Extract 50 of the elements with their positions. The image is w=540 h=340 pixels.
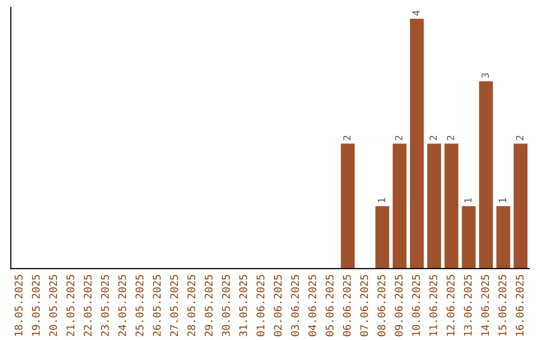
x-tick-label: 11.06.2025 — [429, 274, 438, 336]
x-tick-label: 26.05.2025 — [152, 274, 161, 336]
data-label: 2 — [516, 136, 524, 140]
data-label: 4 — [412, 10, 420, 16]
x-tick-label: 23.05.2025 — [101, 274, 109, 336]
x-tick-label: 08.06.2025 — [377, 274, 386, 336]
x-tick-label: 09.06.2025 — [394, 274, 403, 336]
bar — [375, 206, 390, 269]
x-tick-label: 31.05.2025 — [239, 274, 248, 336]
x-tick-label: 27.05.2025 — [170, 274, 178, 336]
x-tick-label: 22.05.2025 — [84, 274, 92, 336]
x-tick-label: 30.05.2025 — [222, 274, 230, 336]
x-tick-label: 24.05.2025 — [118, 274, 126, 336]
bar — [462, 206, 476, 269]
x-tick-label: 05.06.2025 — [326, 274, 334, 336]
bar — [410, 18, 424, 269]
x-tick-label: 20.05.2025 — [49, 274, 58, 336]
x-tick-label: 01.06.2025 — [256, 274, 264, 336]
data-label: 2 — [343, 136, 350, 140]
x-tick-label: 25.05.2025 — [136, 274, 144, 336]
data-label: 1 — [464, 198, 472, 202]
x-tick-label: 04.06.2025 — [308, 274, 316, 336]
x-tick-label: 21.05.2025 — [66, 274, 74, 336]
x-tick-label: 06.06.2025 — [342, 274, 351, 336]
bar — [340, 144, 355, 269]
x-tick-label: 13.06.2025 — [464, 274, 472, 336]
data-label: 2 — [395, 136, 402, 140]
bar — [479, 81, 493, 269]
bar — [444, 144, 458, 269]
x-tick-label: 16.06.2025 — [516, 274, 524, 336]
x-tick-label: 28.05.2025 — [187, 274, 196, 336]
bar — [514, 144, 528, 269]
data-label: 2 — [446, 136, 454, 140]
x-tick-label: 12.06.2025 — [446, 274, 454, 336]
bar — [392, 144, 407, 269]
data-label: 2 — [430, 136, 437, 140]
x-tick-label: 10.06.2025 — [412, 274, 420, 336]
x-tick-label: 19.05.2025 — [32, 274, 40, 336]
bar — [427, 144, 442, 269]
data-label: 1 — [498, 198, 506, 202]
x-tick-label: 02.06.2025 — [274, 274, 282, 336]
x-tick-label: 18.05.2025 — [14, 274, 22, 336]
x-tick-label: 29.05.2025 — [204, 274, 213, 336]
data-label: 3 — [481, 73, 489, 78]
x-tick-label: 14.06.2025 — [481, 274, 490, 336]
bar — [496, 206, 510, 269]
data-label: 1 — [378, 198, 386, 202]
x-tick-label: 07.06.2025 — [360, 274, 368, 336]
x-tick-label: 15.06.2025 — [498, 274, 506, 336]
x-tick-label: 03.06.2025 — [291, 274, 299, 336]
